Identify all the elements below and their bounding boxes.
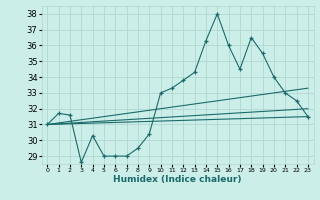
- X-axis label: Humidex (Indice chaleur): Humidex (Indice chaleur): [113, 175, 242, 184]
